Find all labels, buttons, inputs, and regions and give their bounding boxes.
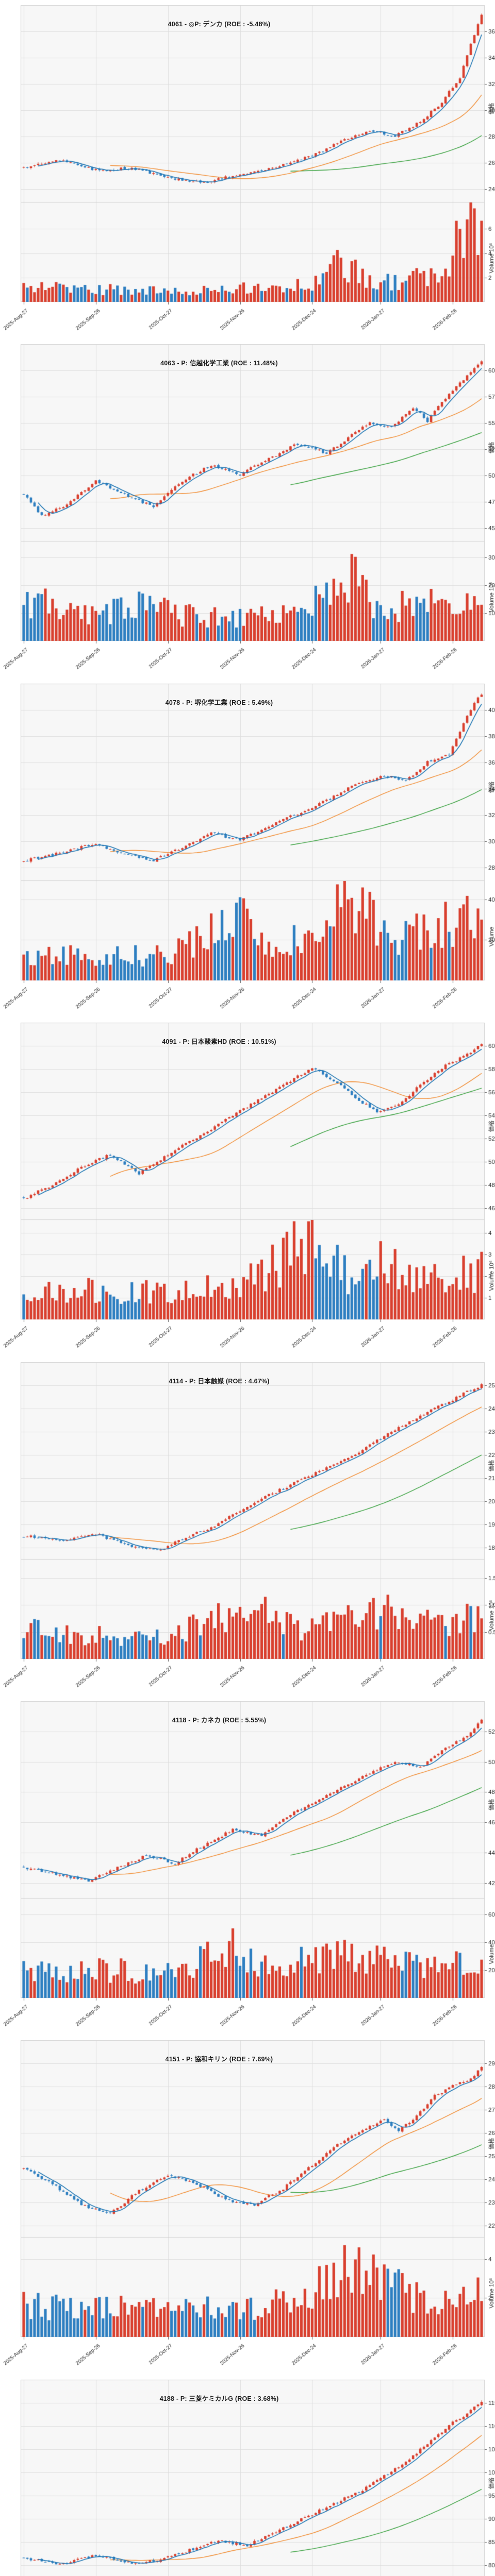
chart-section-4118: 4118 - P: カネカ (ROE : 5.55%) [0, 1696, 495, 2036]
chart-section-4091: 4091 - P: 日本酸素HD (ROE : 10.51%) [0, 1018, 495, 1357]
chart-section-4061: 4061 - ◎P: デンカ (ROE : -5.48%) [0, 0, 495, 340]
chart-section-4063: 4063 - P: 信越化学工業 (ROE : 11.48%) [0, 339, 495, 679]
chart-section-4114: 4114 - P: 日本触媒 (ROE : 4.67%) [0, 1357, 495, 1696]
chart-section-4188: 4188 - P: 三菱ケミカルG (ROE : 3.68%) [0, 2374, 495, 2576]
candlestick-chart-4078-canvas [0, 678, 495, 1018]
chart-section-4078: 4078 - P: 堺化学工業 (ROE : 5.49%) [0, 678, 495, 1018]
candlestick-chart-4063-canvas [0, 339, 495, 679]
candlestick-chart-4061-canvas [0, 0, 495, 340]
candlestick-chart-4118-canvas [0, 1696, 495, 2036]
candlestick-chart-4151-canvas [0, 2035, 495, 2375]
candlestick-chart-4114-canvas [0, 1357, 495, 1696]
candlestick-chart-4091-canvas [0, 1018, 495, 1357]
chart-section-4151: 4151 - P: 協和キリン (ROE : 7.69%) [0, 2035, 495, 2375]
candlestick-chart-4188-canvas [0, 2374, 495, 2576]
